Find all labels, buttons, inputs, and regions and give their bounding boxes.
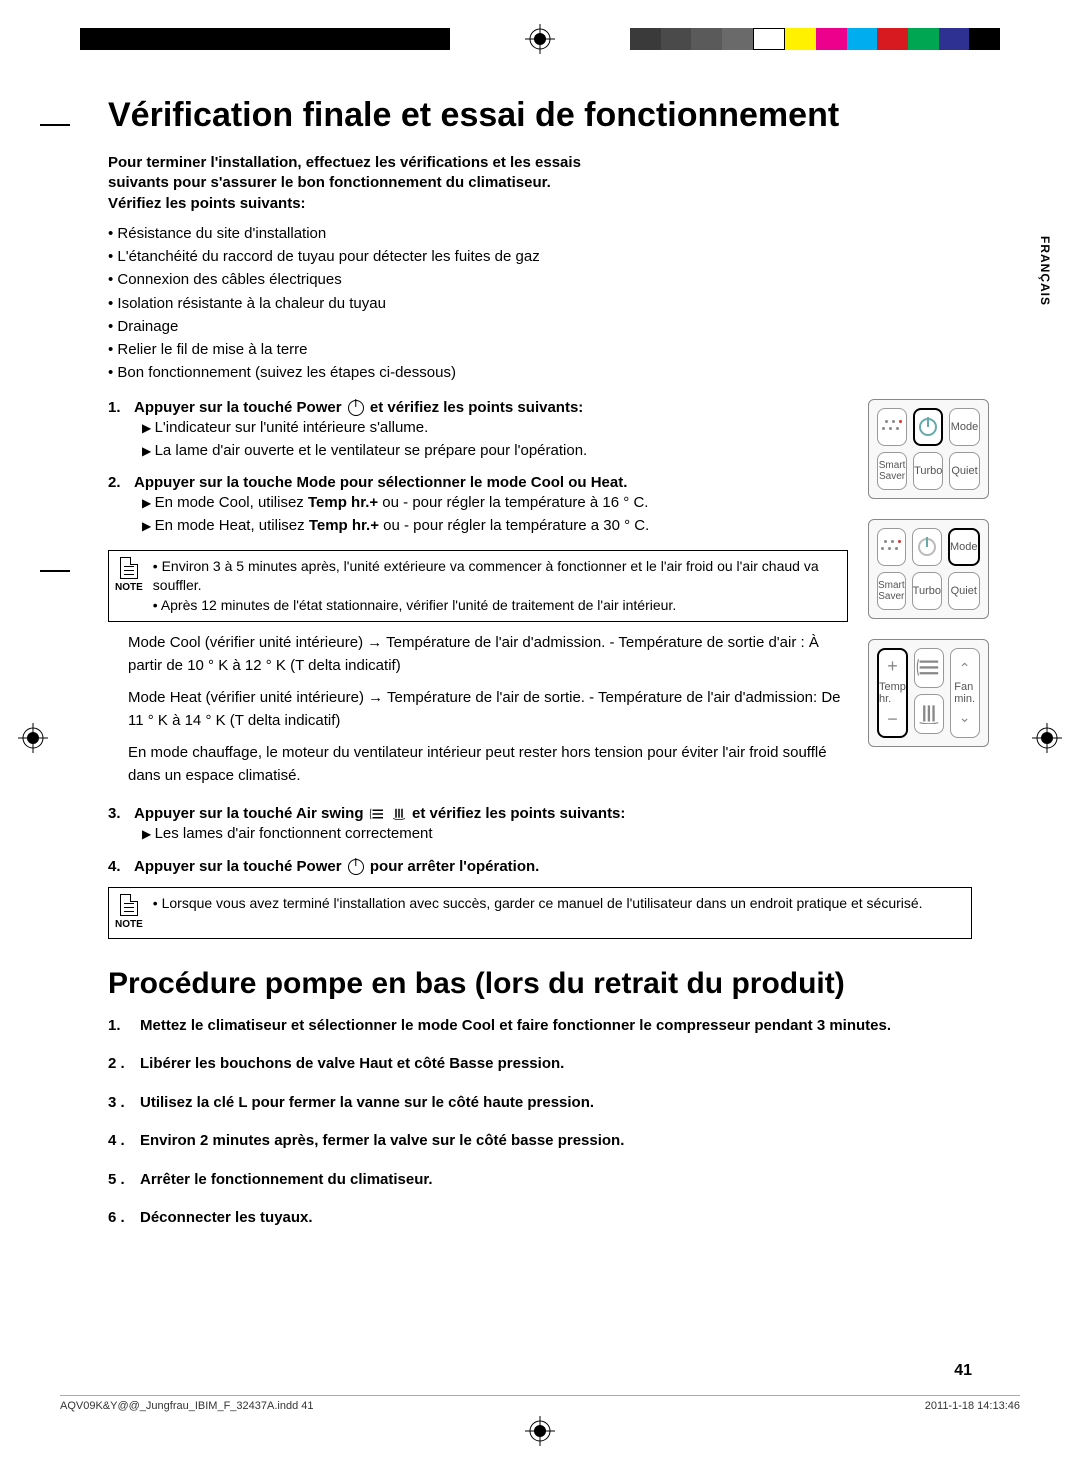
sub-item: Les lames d'air fonctionnent correctemen…: [142, 822, 972, 845]
remote-led-button: [877, 528, 906, 566]
swing-icon: [915, 703, 943, 724]
remote-led-button: [877, 408, 907, 446]
note-icon: NOTE: [115, 894, 143, 932]
color-bar: [630, 28, 1000, 50]
bullet-item: Résistance du site d'installation: [108, 222, 972, 245]
remote-panel-2: Mode SmartSaver Turbo Quiet: [868, 519, 989, 619]
registration-mark-icon: [1032, 723, 1062, 753]
power-icon: [348, 859, 364, 875]
footer-filename: AQV09K&Y@@_Jungfrau_IBIM_F_32437A.indd 4…: [60, 1400, 314, 1412]
paragraph: Mode Cool (vérifier unité intérieure) → …: [128, 632, 848, 677]
note-icon: NOTE: [115, 557, 143, 595]
registration-mark-icon: [525, 24, 555, 54]
bullet-item: Bon fonctionnement (suivez les étapes ci…: [108, 361, 972, 384]
power-icon: [918, 538, 936, 556]
bullet-item: Relier le fil de mise à la terre: [108, 338, 972, 361]
bullet-item: L'étanchéité du raccord de tuyau pour dé…: [108, 245, 972, 268]
remote-panel-3: + Temphr. − ⌃ Fanmin. ⌄: [868, 639, 989, 747]
remote-illustrations: Mode SmartSaver Turbo Quiet Mode SmartSa…: [868, 399, 989, 798]
step-2: 2. Appuyer sur la touche Mode pour sélec…: [108, 474, 848, 538]
proc-item: 1.Mettez le climatiseur et sélectionner …: [108, 1015, 972, 1038]
remote-mode-button: Mode: [949, 408, 979, 446]
remote-smart-saver-button: SmartSaver: [877, 572, 906, 610]
footer-timestamp: 2011-1-18 14:13:46: [925, 1400, 1020, 1412]
tick-mark: [40, 570, 70, 572]
registration-mark-icon: [525, 1416, 555, 1446]
page-content: FRANÇAIS Vérification finale et essai de…: [108, 96, 972, 1380]
sub-item: L'indicateur sur l'unité intérieure s'al…: [142, 416, 848, 439]
proc-item: 2 .Libérer les bouchons de valve Haut et…: [108, 1053, 972, 1076]
check-bullets: Résistance du site d'installation L'étan…: [108, 222, 972, 385]
power-icon: [348, 400, 364, 416]
section-title-2: Procédure pompe en bas (lors du retrait …: [108, 967, 972, 1001]
proc-item: 3 .Utilisez la clé L pour fermer la vann…: [108, 1092, 972, 1115]
proc-item: 4 .Environ 2 minutes après, fermer la va…: [108, 1130, 972, 1153]
tick-mark: [40, 124, 70, 126]
remote-power-button: [912, 528, 942, 566]
note-box-1: NOTE Environ 3 à 5 minutes après, l'unit…: [108, 550, 848, 623]
bullet-item: Drainage: [108, 315, 972, 338]
step-3: 3. Appuyer sur la touché Air swing et vé…: [108, 805, 972, 845]
bullet-item: Isolation résistante à la chaleur du tuy…: [108, 292, 972, 315]
step-1: 1. Appuyer sur la touché Power et vérifi…: [108, 399, 848, 463]
bullet-item: Connexion des câbles électriques: [108, 268, 972, 291]
swing-icon: [390, 806, 408, 822]
note-item: Environ 3 à 5 minutes après, l'unité ext…: [153, 557, 837, 596]
page-number: 41: [954, 1362, 972, 1380]
power-icon: [919, 418, 937, 436]
remote-turbo-button: Turbo: [912, 572, 942, 610]
sub-item: En mode Heat, utilisez Temp hr.+ ou - po…: [142, 514, 848, 537]
remote-turbo-button: Turbo: [913, 452, 943, 490]
registration-mark-icon: [18, 723, 48, 753]
remote-swing-h-button: [914, 648, 944, 688]
swing-icon: [915, 657, 943, 678]
paragraph: En mode chauffage, le moteur du ventilat…: [128, 742, 848, 787]
note-item: Lorsque vous avez terminé l'installation…: [153, 894, 923, 914]
step-4: 4. Appuyer sur la touché Power pour arrê…: [108, 858, 972, 875]
remote-fan-button: ⌃ Fanmin. ⌄: [950, 648, 980, 738]
main-title: Vérification finale et essai de fonction…: [108, 96, 972, 135]
sub-item: En mode Cool, utilisez Temp hr.+ ou - po…: [142, 491, 848, 514]
black-bar: [80, 28, 450, 50]
remote-temp-button: + Temphr. −: [877, 648, 908, 738]
proc-item: 6 .Déconnecter les tuyaux.: [108, 1207, 972, 1230]
sub-item: La lame d'air ouverte et le ventilateur …: [142, 439, 848, 462]
footer: AQV09K&Y@@_Jungfrau_IBIM_F_32437A.indd 4…: [60, 1395, 1020, 1412]
proc-item: 5 .Arrêter le fonctionnement du climatis…: [108, 1169, 972, 1192]
remote-quiet-button: Quiet: [948, 572, 980, 610]
intro-text: Pour terminer l'installation, effectuez …: [108, 153, 972, 214]
note-box-2: NOTE Lorsque vous avez terminé l'install…: [108, 887, 972, 939]
remote-smart-saver-button: SmartSaver: [877, 452, 907, 490]
remote-quiet-button: Quiet: [949, 452, 979, 490]
remote-power-button: [913, 408, 943, 446]
paragraph: Mode Heat (vérifier unité intérieure) → …: [128, 687, 848, 732]
remote-panel-1: Mode SmartSaver Turbo Quiet: [868, 399, 989, 499]
procedure-list: 1.Mettez le climatiseur et sélectionner …: [108, 1015, 972, 1230]
language-tab: FRANÇAIS: [1038, 236, 1052, 306]
remote-mode-button: Mode: [948, 528, 980, 566]
remote-swing-v-button: [914, 694, 944, 734]
note-item: Après 12 minutes de l'état stationnaire,…: [153, 596, 837, 616]
swing-icon: [368, 806, 386, 822]
